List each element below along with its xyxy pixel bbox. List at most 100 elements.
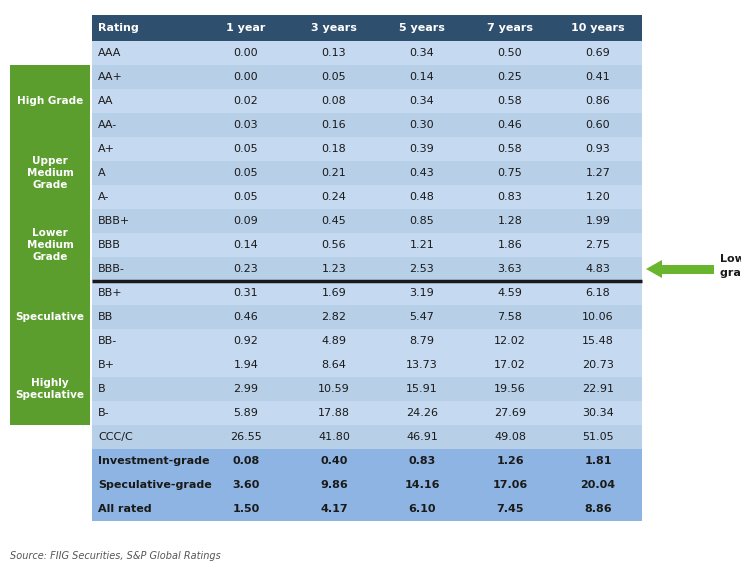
- Text: 0.45: 0.45: [322, 216, 346, 226]
- Bar: [10, 353, 90, 425]
- Text: 4.17: 4.17: [320, 504, 348, 514]
- Bar: [92, 425, 642, 449]
- Bar: [92, 473, 642, 497]
- Text: 0.75: 0.75: [498, 168, 522, 178]
- Text: 0.69: 0.69: [585, 48, 611, 58]
- Text: 5 years: 5 years: [399, 23, 445, 33]
- Text: 0.05: 0.05: [233, 192, 259, 202]
- Text: All rated: All rated: [98, 504, 152, 514]
- Bar: [10, 137, 90, 209]
- Text: B+: B+: [98, 360, 115, 370]
- Text: 0.31: 0.31: [233, 288, 259, 298]
- Bar: [92, 281, 642, 305]
- Text: B-: B-: [98, 408, 110, 418]
- Text: 41.80: 41.80: [318, 432, 350, 442]
- Text: 1.26: 1.26: [496, 456, 524, 466]
- Text: 4.83: 4.83: [585, 264, 611, 274]
- Text: 49.08: 49.08: [494, 432, 526, 442]
- Text: Lowest investment
grade rating: Lowest investment grade rating: [720, 254, 741, 277]
- Text: 0.34: 0.34: [410, 96, 434, 106]
- Text: 1.50: 1.50: [233, 504, 259, 514]
- Text: 3 years: 3 years: [311, 23, 357, 33]
- Text: 0.08: 0.08: [322, 96, 346, 106]
- Text: 2.75: 2.75: [585, 240, 611, 250]
- Text: 5.89: 5.89: [233, 408, 259, 418]
- Bar: [92, 89, 642, 113]
- Text: Speculative-grade: Speculative-grade: [98, 480, 212, 490]
- Text: 0.00: 0.00: [233, 48, 259, 58]
- Text: Rating: Rating: [98, 23, 139, 33]
- Text: 0.08: 0.08: [233, 456, 259, 466]
- Text: 7.45: 7.45: [496, 504, 524, 514]
- Text: 1.81: 1.81: [584, 456, 612, 466]
- Text: BBB: BBB: [98, 240, 121, 250]
- Text: 0.50: 0.50: [498, 48, 522, 58]
- Text: 0.14: 0.14: [233, 240, 259, 250]
- Text: 10.06: 10.06: [582, 312, 614, 322]
- Text: 27.69: 27.69: [494, 408, 526, 418]
- Text: BBB+: BBB+: [98, 216, 130, 226]
- Text: 0.13: 0.13: [322, 48, 346, 58]
- Bar: [92, 401, 642, 425]
- Text: 15.48: 15.48: [582, 336, 614, 346]
- Text: 17.06: 17.06: [492, 480, 528, 490]
- Text: 6.10: 6.10: [408, 504, 436, 514]
- Text: 0.30: 0.30: [410, 120, 434, 130]
- Text: Investment-grade: Investment-grade: [98, 456, 210, 466]
- Text: Upper
Medium
Grade: Upper Medium Grade: [27, 156, 73, 190]
- Text: 19.56: 19.56: [494, 384, 526, 394]
- Text: 0.39: 0.39: [410, 144, 434, 154]
- Text: 1.28: 1.28: [497, 216, 522, 226]
- Bar: [92, 377, 642, 401]
- Text: 0.83: 0.83: [408, 456, 436, 466]
- Text: High Grade: High Grade: [17, 96, 83, 106]
- Text: Highly
Speculative: Highly Speculative: [16, 378, 84, 400]
- Text: 0.05: 0.05: [233, 144, 259, 154]
- Text: 0.93: 0.93: [585, 144, 611, 154]
- Text: 1.94: 1.94: [233, 360, 259, 370]
- Text: 1.20: 1.20: [585, 192, 611, 202]
- Text: 0.86: 0.86: [585, 96, 611, 106]
- Text: 10.59: 10.59: [318, 384, 350, 394]
- Text: 3.19: 3.19: [410, 288, 434, 298]
- Text: 9.86: 9.86: [320, 480, 348, 490]
- Text: 2.99: 2.99: [233, 384, 259, 394]
- Text: 0.25: 0.25: [498, 72, 522, 82]
- Text: 22.91: 22.91: [582, 384, 614, 394]
- Bar: [92, 449, 642, 473]
- Text: 20.73: 20.73: [582, 360, 614, 370]
- Text: 8.86: 8.86: [584, 504, 612, 514]
- Text: 0.00: 0.00: [233, 72, 259, 82]
- Bar: [92, 233, 642, 257]
- Text: 0.60: 0.60: [585, 120, 611, 130]
- Text: 0.43: 0.43: [410, 168, 434, 178]
- Text: 0.58: 0.58: [498, 144, 522, 154]
- Text: 1.27: 1.27: [585, 168, 611, 178]
- Text: 7.58: 7.58: [497, 312, 522, 322]
- Bar: [92, 209, 642, 233]
- Text: 0.56: 0.56: [322, 240, 346, 250]
- Text: 0.23: 0.23: [233, 264, 259, 274]
- Text: 2.82: 2.82: [322, 312, 347, 322]
- Text: Lower
Medium
Grade: Lower Medium Grade: [27, 227, 73, 262]
- Bar: [92, 161, 642, 185]
- Text: 13.73: 13.73: [406, 360, 438, 370]
- Bar: [662, 265, 714, 273]
- Text: 1.99: 1.99: [585, 216, 611, 226]
- Bar: [92, 353, 642, 377]
- Text: 12.02: 12.02: [494, 336, 526, 346]
- Bar: [92, 113, 642, 137]
- Text: Source: FIIG Securities, S&P Global Ratings: Source: FIIG Securities, S&P Global Rati…: [10, 551, 221, 561]
- Text: 0.40: 0.40: [320, 456, 348, 466]
- Text: BBB-: BBB-: [98, 264, 125, 274]
- Bar: [92, 15, 642, 41]
- Text: 0.85: 0.85: [410, 216, 434, 226]
- Text: BB: BB: [98, 312, 113, 322]
- Text: 0.46: 0.46: [233, 312, 259, 322]
- Text: 1.69: 1.69: [322, 288, 346, 298]
- Text: 1.21: 1.21: [410, 240, 434, 250]
- Text: 8.79: 8.79: [410, 336, 434, 346]
- Polygon shape: [646, 260, 662, 278]
- Text: 30.34: 30.34: [582, 408, 614, 418]
- Bar: [92, 65, 642, 89]
